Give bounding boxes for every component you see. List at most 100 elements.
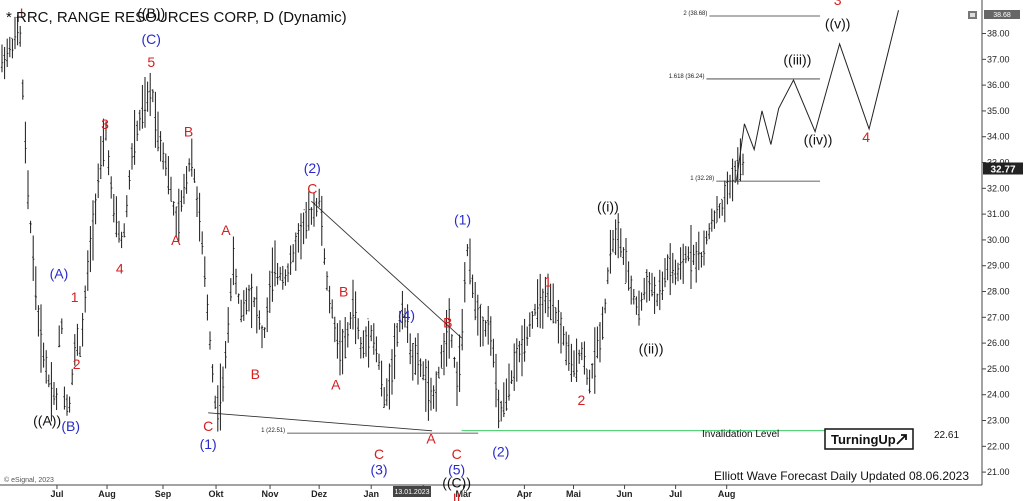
wave-label: A [221, 222, 231, 238]
wave-label: 4 [116, 260, 124, 276]
wave-label: ((C)) [442, 475, 471, 491]
fib-level-label: 1 (22.51) [261, 428, 285, 434]
wave-label: ((ii)) [639, 340, 664, 356]
wave-label: ((iv)) [804, 131, 833, 147]
wave-label: 4 [862, 129, 870, 145]
wave-label: (3) [370, 462, 387, 478]
wave-label: 2 [577, 392, 585, 408]
x-tick-label: Aug [98, 489, 116, 499]
y-tick-label: 36.00 [987, 80, 1010, 90]
y-tick-label: 28.00 [987, 287, 1010, 297]
x-tick-label: Sep [155, 489, 172, 499]
wave-label: (A) [50, 266, 69, 282]
footer-update-text: Elliott Wave Forecast Daily Updated 08.0… [714, 469, 969, 483]
y-tick-label: 27.00 [987, 312, 1010, 322]
x-tick-label: Jul [669, 489, 682, 499]
x-tick-label: Jan [363, 489, 379, 499]
svg-text:TurningUp: TurningUp [831, 432, 896, 447]
y-tick-label: 26.00 [987, 338, 1010, 348]
wave-label: (B) [61, 418, 80, 434]
wave-label: B [443, 315, 452, 331]
y-tick-label: 35.00 [987, 106, 1010, 116]
invalidation-label: Invalidation Level 22.61 [702, 429, 959, 441]
wave-label: (C) [142, 31, 161, 47]
wave-label: A [171, 232, 181, 248]
source-text: © eSignal, 2023 [4, 476, 54, 484]
y-tick-label: 30.00 [987, 235, 1010, 245]
wave-label: (1) [454, 211, 471, 227]
svg-text:13.01.2023: 13.01.2023 [394, 489, 429, 496]
settings-icon[interactable] [968, 11, 977, 19]
x-tick-label: Jul [50, 489, 63, 499]
y-tick-label: 25.00 [987, 364, 1010, 374]
wave-label: 3 [834, 0, 842, 8]
y-tick-label: 38.00 [987, 29, 1010, 39]
wave-label: (2) [492, 444, 509, 460]
wave-label: II [453, 490, 461, 501]
svg-text:32.77: 32.77 [990, 165, 1015, 176]
x-tick-label: Mär [455, 489, 472, 499]
wave-label: (1) [200, 436, 217, 452]
wave-label: 1 [544, 273, 552, 289]
y-tick-label: 34.00 [987, 132, 1010, 142]
price-axis: 21.00 22.00 23.00 24.00 25.00 26.00 27.00 28.00… [982, 29, 1010, 477]
wave-label: (5) [448, 462, 465, 478]
wave-label: 5 [147, 54, 155, 70]
y-tick-label: 23.00 [987, 416, 1010, 426]
x-tick-label: Apr [517, 489, 533, 499]
trend-line [208, 412, 433, 432]
price-bars [0, 15, 745, 432]
y-tick-label: 21.00 [987, 467, 1010, 477]
top-price-tag: 38.68 [984, 10, 1020, 19]
wave-label: ((B)) [137, 5, 165, 21]
trend-lines [208, 200, 462, 432]
x-tick-label: Aug [718, 489, 736, 499]
x-tick-label: Nov [262, 489, 279, 499]
svg-text:38.68: 38.68 [993, 12, 1011, 19]
fib-level-label: 2 (38.68) [683, 11, 707, 17]
trend-line [310, 200, 462, 339]
wave-label: C [374, 446, 384, 462]
wave-label: ((iii)) [783, 51, 811, 67]
y-tick-label: 32.00 [987, 183, 1010, 193]
wave-label: B [251, 366, 260, 382]
wave-label: (4) [398, 307, 415, 323]
y-tick-label: 22.00 [987, 441, 1010, 451]
x-tick-label: Mai [566, 489, 581, 499]
wave-label: C [452, 446, 462, 462]
y-tick-label: 31.00 [987, 209, 1010, 219]
wave-label: B [339, 284, 348, 300]
x-tick-label: Jun [617, 489, 633, 499]
fibonacci-levels: 2 (38.68) 1.618 (36.24) 1 (32.28) 1 (22.51) [261, 11, 894, 434]
wave-label: I [20, 5, 24, 21]
date-flag: 13.01.2023 [393, 486, 431, 497]
wave-labels: I((A)) (B)(A)1234((B))(C)5BAC(1)AB(2)CBA(… [20, 0, 871, 501]
wave-label: B [184, 124, 193, 140]
wave-label: A [426, 431, 436, 447]
wave-label: ((v)) [825, 15, 851, 31]
wave-label: 3 [101, 116, 109, 132]
wave-label: ((i)) [597, 199, 619, 215]
x-tick-label: Dez [311, 489, 328, 499]
chart-title: * RRC, RANGE RESOURCES CORP, D (Dynamic) [6, 9, 347, 26]
wave-label: ((A)) [33, 413, 61, 429]
svg-text:Invalidation Level: Invalidation Level [702, 429, 779, 440]
wave-label: 2 [73, 356, 81, 372]
svg-text:22.61: 22.61 [934, 430, 959, 441]
wave-label: C [203, 418, 213, 434]
y-tick-label: 24.00 [987, 390, 1010, 400]
brand-logo: TurningUp [824, 428, 914, 450]
y-tick-label: 29.00 [987, 261, 1010, 271]
fib-level-label: 1.618 (36.24) [669, 74, 705, 80]
wave-label: A [331, 377, 341, 393]
projection-line [736, 10, 899, 181]
wave-label: 1 [71, 289, 79, 305]
current-price-tag: 32.77 [983, 162, 1023, 176]
projection-path [736, 10, 899, 181]
fib-level-label: 1 (32.28) [690, 176, 714, 182]
wave-label: C [307, 180, 317, 196]
wave-label: (2) [304, 160, 321, 176]
x-tick-label: Okt [209, 489, 224, 499]
